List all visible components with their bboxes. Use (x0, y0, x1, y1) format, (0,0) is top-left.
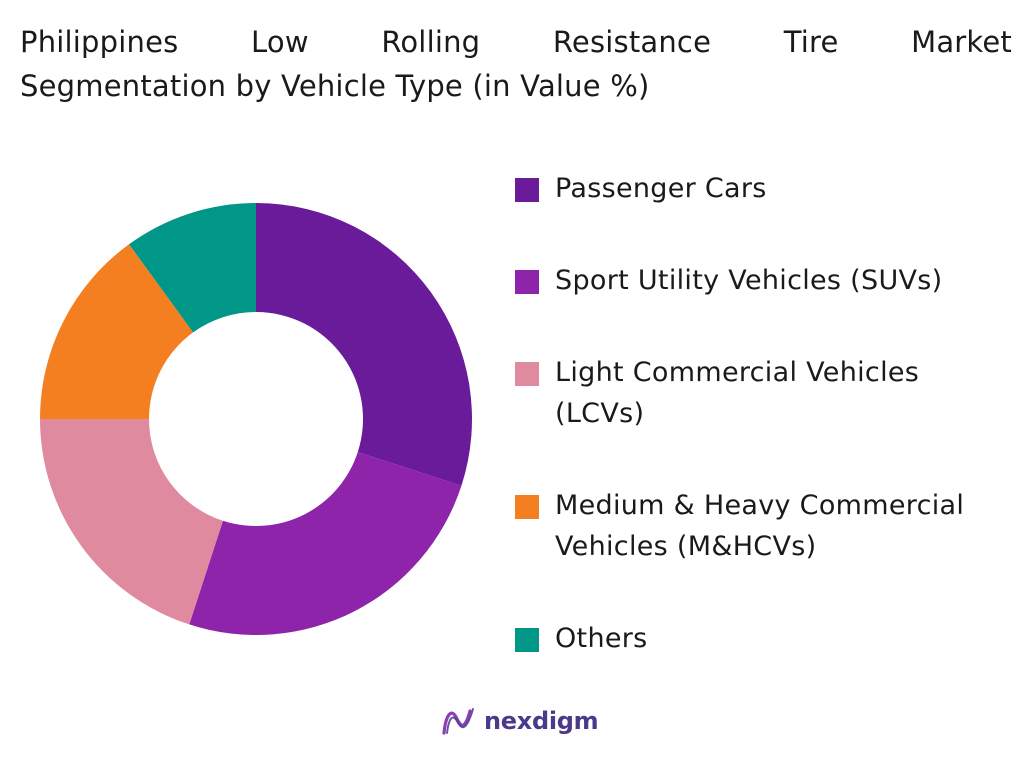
legend-swatch-lcvs (515, 362, 539, 386)
legend-label-line: Light Commercial Vehicles (555, 357, 920, 388)
legend-label-mhcvs: Medium & Heavy Commercial Vehicles (M&HC… (555, 485, 964, 567)
legend-item-passenger-cars[interactable]: Passenger Cars (515, 168, 767, 209)
legend-label-line: Others (555, 623, 648, 654)
legend-label-line: Vehicles (M&HCVs) (555, 531, 817, 562)
donut-slice-light-commercial-vehicles-lcvs[interactable] (40, 419, 223, 625)
donut-slice-sport-utility-vehicles-suvs[interactable] (189, 452, 462, 636)
donut-slice-medium-heavy-commercial-vehicles-m-hcvs[interactable] (40, 244, 194, 419)
legend-swatch-mhcvs (515, 495, 539, 519)
legend-label-suvs: Sport Utility Vehicles (SUVs) (555, 260, 942, 301)
brand-name: nexdigm (484, 707, 599, 735)
legend-swatch-suvs (515, 270, 539, 294)
legend-label-others: Others (555, 618, 648, 659)
nexdigm-logo-icon (442, 708, 474, 735)
legend-label-line: Medium & Heavy Commercial (555, 490, 965, 521)
legend-item-suvs[interactable]: Sport Utility Vehicles (SUVs) (515, 260, 942, 301)
donut-slice-passenger-cars[interactable] (256, 203, 473, 486)
legend-label-lcvs: Light Commercial Vehicles (LCVs) (555, 352, 919, 434)
legend-item-others[interactable]: Others (515, 618, 648, 659)
legend-label-line: (LCVs) (555, 398, 645, 429)
legend-item-lcvs[interactable]: Light Commercial Vehicles (LCVs) (515, 352, 919, 434)
legend-label-line: Passenger Cars (555, 173, 767, 204)
brand-logo: nexdigm (440, 703, 599, 739)
chart-title: Philippines Low Rolling Resistance Tire … (20, 20, 1012, 108)
legend-label-passenger-cars: Passenger Cars (555, 168, 767, 209)
chart-title-line-2: Segmentation by Vehicle Type (in Value %… (20, 69, 650, 103)
legend-swatch-others (515, 628, 539, 652)
legend-swatch-passenger-cars (515, 178, 539, 202)
donut-slice-others[interactable] (129, 203, 256, 333)
chart-title-line-1: Philippines Low Rolling Resistance Tire … (20, 25, 1012, 59)
legend-label-line: Sport Utility Vehicles (SUVs) (555, 265, 943, 296)
legend-item-mhcvs[interactable]: Medium & Heavy Commercial Vehicles (M&HC… (515, 485, 964, 567)
